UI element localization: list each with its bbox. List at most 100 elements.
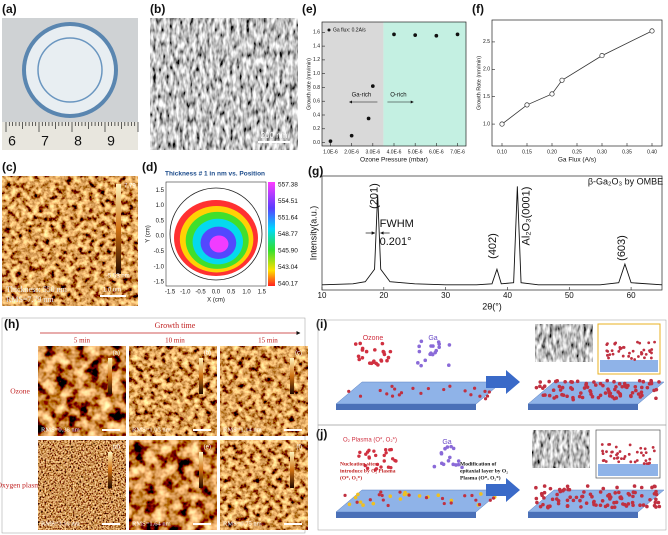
particle bbox=[607, 389, 611, 394]
colorbar-label: -5.53 nm bbox=[106, 274, 130, 280]
particle bbox=[657, 380, 661, 384]
x-tick-label: 7.0E-6 bbox=[450, 149, 465, 155]
particle bbox=[641, 379, 646, 384]
particle bbox=[629, 460, 633, 464]
particle bbox=[432, 464, 437, 469]
particle bbox=[543, 393, 547, 397]
particle bbox=[639, 390, 644, 395]
particle bbox=[632, 484, 637, 488]
particle bbox=[652, 449, 656, 453]
particle bbox=[542, 496, 546, 500]
particle bbox=[618, 394, 623, 398]
particle bbox=[630, 357, 633, 360]
x-tick-label: 30 bbox=[441, 291, 450, 300]
particle bbox=[629, 394, 633, 399]
data-point bbox=[524, 102, 530, 108]
particle bbox=[656, 500, 661, 505]
particle bbox=[608, 442, 612, 446]
particle bbox=[651, 445, 655, 449]
data-point bbox=[349, 133, 354, 138]
particle bbox=[449, 498, 454, 503]
afm-tile bbox=[38, 440, 126, 530]
particle bbox=[439, 451, 444, 455]
particle bbox=[447, 363, 451, 368]
particle bbox=[569, 379, 573, 384]
wafer-edge bbox=[169, 187, 263, 281]
particle bbox=[560, 392, 564, 397]
particle bbox=[534, 496, 539, 501]
particle bbox=[562, 487, 567, 492]
particle bbox=[574, 495, 579, 500]
x-tick-label: 1.0 bbox=[242, 290, 251, 296]
particle bbox=[578, 498, 582, 503]
particle bbox=[380, 493, 384, 498]
particle bbox=[615, 485, 619, 490]
particle bbox=[612, 456, 616, 460]
legend-label: Ga flux: 0.2A/s bbox=[333, 27, 366, 33]
particle bbox=[472, 386, 477, 390]
panel-label: (f) bbox=[472, 2, 484, 16]
panel-label: (d) bbox=[142, 160, 157, 174]
y-tick-label: -1.0 bbox=[154, 264, 165, 270]
particle bbox=[630, 500, 635, 505]
tile-colorbar bbox=[290, 452, 294, 488]
particle bbox=[538, 380, 543, 384]
particle bbox=[360, 348, 365, 352]
data-point bbox=[559, 77, 565, 83]
particle bbox=[551, 388, 556, 393]
particle bbox=[479, 492, 483, 496]
particle bbox=[442, 501, 446, 506]
particle bbox=[605, 450, 608, 454]
scale-label: 200 nm bbox=[261, 131, 288, 140]
particle bbox=[588, 492, 593, 497]
particle bbox=[641, 503, 646, 507]
particle bbox=[367, 455, 371, 459]
particle bbox=[645, 385, 650, 390]
particle bbox=[627, 452, 631, 456]
particle bbox=[449, 501, 453, 505]
particle bbox=[390, 457, 395, 461]
rms-label: RMS=0.75 nm bbox=[223, 520, 262, 527]
particle bbox=[607, 394, 612, 398]
nucleation-label: (O*, O₂*) bbox=[340, 474, 362, 481]
particle bbox=[601, 459, 605, 463]
particle bbox=[620, 384, 625, 389]
particle bbox=[437, 345, 441, 350]
particle bbox=[385, 392, 389, 396]
particle bbox=[388, 349, 393, 354]
particle bbox=[623, 455, 627, 458]
particle bbox=[614, 445, 618, 449]
y-tick-label: 2.5 bbox=[483, 39, 490, 45]
x-axis-label: X (cm) bbox=[207, 298, 225, 304]
afm-image bbox=[2, 176, 138, 306]
particle bbox=[397, 393, 401, 397]
particle bbox=[358, 450, 362, 455]
particle bbox=[654, 396, 658, 401]
particle bbox=[428, 352, 432, 357]
particle bbox=[650, 348, 654, 351]
nucleation-label: introduce by O₂ Plasma bbox=[340, 468, 396, 474]
particle bbox=[386, 355, 391, 360]
particle bbox=[600, 443, 604, 446]
particle bbox=[358, 394, 363, 398]
x-tick-label: 1.0E-6 bbox=[323, 149, 338, 155]
particle bbox=[411, 386, 415, 391]
particle bbox=[357, 357, 362, 362]
substrate-side bbox=[336, 512, 476, 518]
particle bbox=[616, 390, 620, 394]
particle bbox=[381, 498, 385, 502]
particle bbox=[358, 500, 363, 504]
ruler bbox=[2, 122, 138, 150]
particle bbox=[605, 503, 610, 507]
particle bbox=[647, 341, 651, 345]
particle bbox=[368, 498, 372, 502]
particle bbox=[379, 465, 383, 469]
tile-colorbar bbox=[199, 452, 203, 488]
particle bbox=[384, 451, 388, 455]
particle bbox=[547, 379, 551, 384]
particle bbox=[371, 501, 376, 506]
particle bbox=[636, 340, 639, 344]
tile-colorbar bbox=[199, 358, 203, 394]
particle bbox=[390, 384, 394, 388]
modification-label: Plasma (O*, O₂*) bbox=[460, 474, 501, 481]
